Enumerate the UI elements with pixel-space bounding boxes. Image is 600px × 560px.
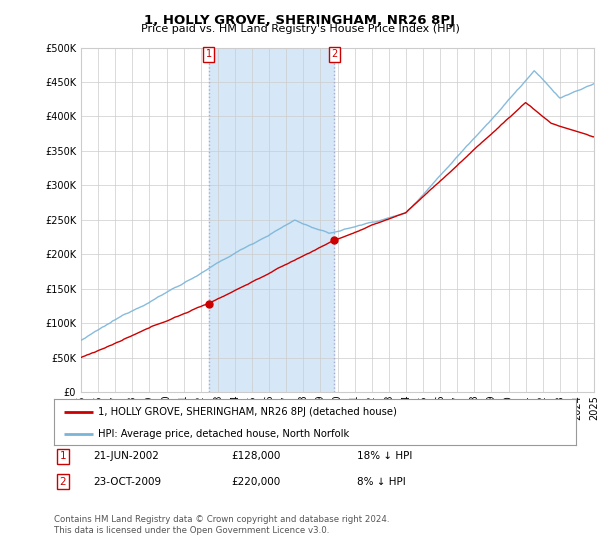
Text: 2: 2 bbox=[59, 477, 67, 487]
Bar bbox=[209, 48, 334, 392]
Text: 8% ↓ HPI: 8% ↓ HPI bbox=[357, 477, 406, 487]
Text: Price paid vs. HM Land Registry's House Price Index (HPI): Price paid vs. HM Land Registry's House … bbox=[140, 24, 460, 34]
Text: £128,000: £128,000 bbox=[231, 451, 280, 461]
Text: HPI: Average price, detached house, North Norfolk: HPI: Average price, detached house, Nort… bbox=[98, 429, 350, 438]
Text: 1, HOLLY GROVE, SHERINGHAM, NR26 8PJ (detached house): 1, HOLLY GROVE, SHERINGHAM, NR26 8PJ (de… bbox=[98, 407, 397, 417]
Text: 23-OCT-2009: 23-OCT-2009 bbox=[93, 477, 161, 487]
Text: £220,000: £220,000 bbox=[231, 477, 280, 487]
Text: Contains HM Land Registry data © Crown copyright and database right 2024.: Contains HM Land Registry data © Crown c… bbox=[54, 515, 389, 524]
Text: 18% ↓ HPI: 18% ↓ HPI bbox=[357, 451, 412, 461]
Text: 21-JUN-2002: 21-JUN-2002 bbox=[93, 451, 159, 461]
Text: 1, HOLLY GROVE, SHERINGHAM, NR26 8PJ: 1, HOLLY GROVE, SHERINGHAM, NR26 8PJ bbox=[145, 14, 455, 27]
Text: 1: 1 bbox=[59, 451, 67, 461]
Text: 1: 1 bbox=[206, 49, 212, 59]
Text: 2: 2 bbox=[331, 49, 337, 59]
Text: This data is licensed under the Open Government Licence v3.0.: This data is licensed under the Open Gov… bbox=[54, 526, 329, 535]
